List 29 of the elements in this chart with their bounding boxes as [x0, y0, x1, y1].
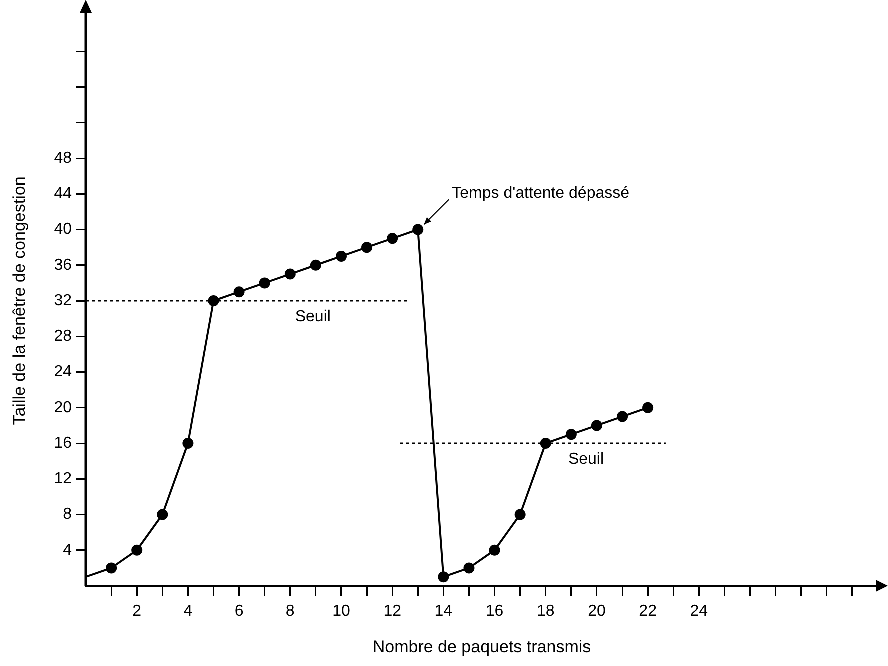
- y-tick-label: 4: [63, 542, 72, 559]
- annotation: Temps d'attente dépassé: [452, 185, 630, 202]
- y-tick-label: 36: [54, 256, 72, 274]
- y-tick-label: 48: [54, 150, 72, 167]
- x-tick-label: 2: [132, 603, 142, 620]
- x-axis-title: Nombre de paquets transmis: [372, 637, 592, 656]
- x-tick-label: 6: [234, 603, 244, 620]
- x-tick-label: 22: [639, 603, 658, 620]
- x-tick-label: 12: [384, 603, 402, 620]
- x-tick-label: 24: [690, 603, 708, 620]
- y-tick-label: 16: [54, 434, 72, 452]
- x-tick-label: 8: [286, 603, 295, 620]
- x-tick-label: 16: [486, 603, 504, 620]
- y-tick-label: 24: [54, 364, 72, 381]
- y-tick-label: 32: [54, 292, 72, 310]
- y-tick-label: 20: [54, 399, 72, 416]
- y-tick-label: 44: [54, 186, 72, 203]
- x-tick-label: 10: [332, 603, 350, 620]
- series-label: Seuil: [295, 308, 331, 326]
- x-tick-label: 4: [184, 603, 193, 620]
- series-label: Seuil: [568, 450, 604, 468]
- y-axis-title: Taille de la fenêtre de congestion: [10, 176, 29, 426]
- y-tick-label: 28: [54, 328, 72, 346]
- x-tick-label: 14: [434, 603, 453, 620]
- y-tick-label: 12: [54, 470, 72, 488]
- x-tick-label: 20: [588, 603, 606, 620]
- y-tick-label: 40: [54, 221, 72, 238]
- y-tick-label: 8: [63, 506, 72, 524]
- x-tick-label: 18: [536, 603, 555, 620]
